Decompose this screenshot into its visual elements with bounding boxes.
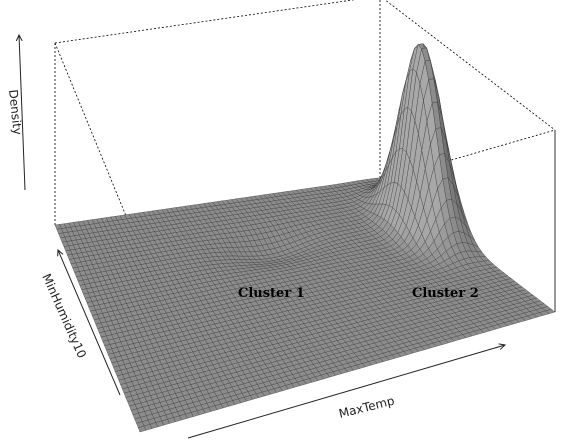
- cluster-2-label: Cluster 2: [412, 286, 479, 301]
- x-axis-arrow: [187, 345, 505, 439]
- cluster-1-label: Cluster 1: [238, 286, 305, 301]
- box-edge-top-right: [384, 0, 556, 131]
- density-surface: [54, 43, 556, 433]
- box-edge-top-back: [54, 0, 356, 44]
- z-axis-label: Density: [6, 89, 25, 136]
- x-axis-label: MaxTemp: [337, 394, 395, 421]
- box-edge-top-left: [54, 42, 141, 251]
- z-axis-arrow: [19, 35, 26, 191]
- y-axis-arrow: [58, 250, 121, 396]
